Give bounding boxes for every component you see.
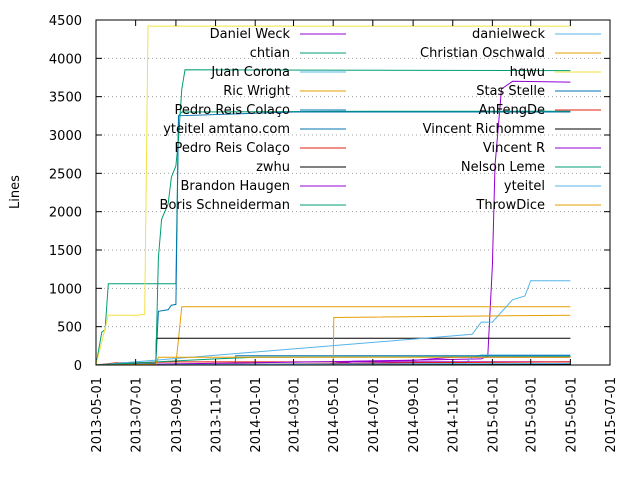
y-axis-label: Lines [8,175,23,209]
legend-label: Vincent Richomme [423,122,545,137]
legend-label: Pedro Reis Colaço [175,103,290,118]
grid-layer [96,57,610,328]
y-tick-label: 3500 [49,91,82,106]
legend-label: Ric Wright [223,84,290,99]
legend-label: Stas Stelle [476,84,545,99]
y-tick-label: 4000 [49,52,82,67]
legend-label: Juan Corona [210,65,290,80]
legend-label: Boris Schneiderman [160,198,290,213]
legend-label: Christian Oschwald [420,46,545,61]
legend-label: ThrowDice [475,198,545,213]
x-tick-label: 2013-11-01 [210,377,225,453]
x-tick-label: 2015-01-01 [486,377,501,453]
plot-frame [95,19,611,366]
y-tick-label: 3000 [49,129,82,144]
legend-label: hqwu [510,65,545,80]
legend-label: AnFengDe [479,103,545,118]
legend-label: Daniel Weck [210,27,291,42]
y-tick-label: 0 [74,359,82,374]
y-tick-label: 2000 [49,206,82,221]
x-tick-label: 2014-01-01 [249,377,264,453]
x-tick-label: 2015-03-01 [525,377,540,453]
x-tick-label: 2013-05-01 [90,377,105,453]
x-tick-label: 2013-07-01 [130,377,145,453]
y-tick-label: 1000 [49,282,82,297]
legend-label: yteitel amtano.com [163,122,290,137]
x-tick-label: 2015-05-01 [564,377,579,453]
series-layer [95,25,571,366]
x-axis: 2013-05-01 2013-07-01 2013-09-01 2013-11-01… [90,20,619,453]
legend-label: Nelson Leme [461,160,545,175]
x-tick-label: 2014-07-01 [367,377,382,453]
y-tick-label: 2500 [49,167,82,182]
series-line [95,69,571,366]
y-tick-label: 500 [57,321,82,336]
legend-label: chtian [250,46,290,61]
series-line [95,280,571,366]
series-line [95,80,571,366]
legend-label: danielweck [472,27,545,42]
x-tick-label: 2014-11-01 [447,377,462,453]
legend-label: yteitel [504,179,545,194]
x-tick-label: 2014-09-01 [407,377,422,453]
legend-label: Vincent R [483,141,545,156]
legend-label: zwhu [256,160,290,175]
legend-label: Pedro Reis Colaço [175,141,290,156]
x-tick-label: 2013-09-01 [170,377,185,453]
x-tick-label: 2014-03-01 [288,377,303,453]
y-tick-label: 1500 [49,244,82,259]
y-axis: 0 500 1000 1500 2000 2500 3000 3500 4000 4500 [49,14,610,374]
legend: Daniel Weck chtian Juan Corona Ric Wright Pe… [160,27,601,213]
x-tick-label: 2015-07-01 [604,377,619,453]
y-tick-label: 4500 [49,14,82,29]
series-line [95,25,571,366]
legend-label: Brandon Haugen [180,179,290,194]
x-tick-label: 2014-05-01 [327,377,342,453]
